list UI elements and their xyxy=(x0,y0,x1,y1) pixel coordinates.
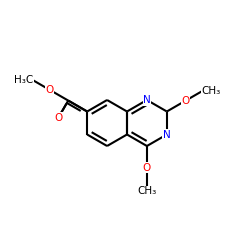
Text: O: O xyxy=(182,96,190,106)
Text: CH₃: CH₃ xyxy=(137,186,156,196)
Text: CH₃: CH₃ xyxy=(202,86,221,96)
Text: O: O xyxy=(143,163,151,173)
Text: N: N xyxy=(163,130,171,140)
Text: O: O xyxy=(54,112,62,122)
Text: H₃C: H₃C xyxy=(14,75,33,85)
Text: N: N xyxy=(143,95,151,105)
Text: O: O xyxy=(45,85,54,95)
